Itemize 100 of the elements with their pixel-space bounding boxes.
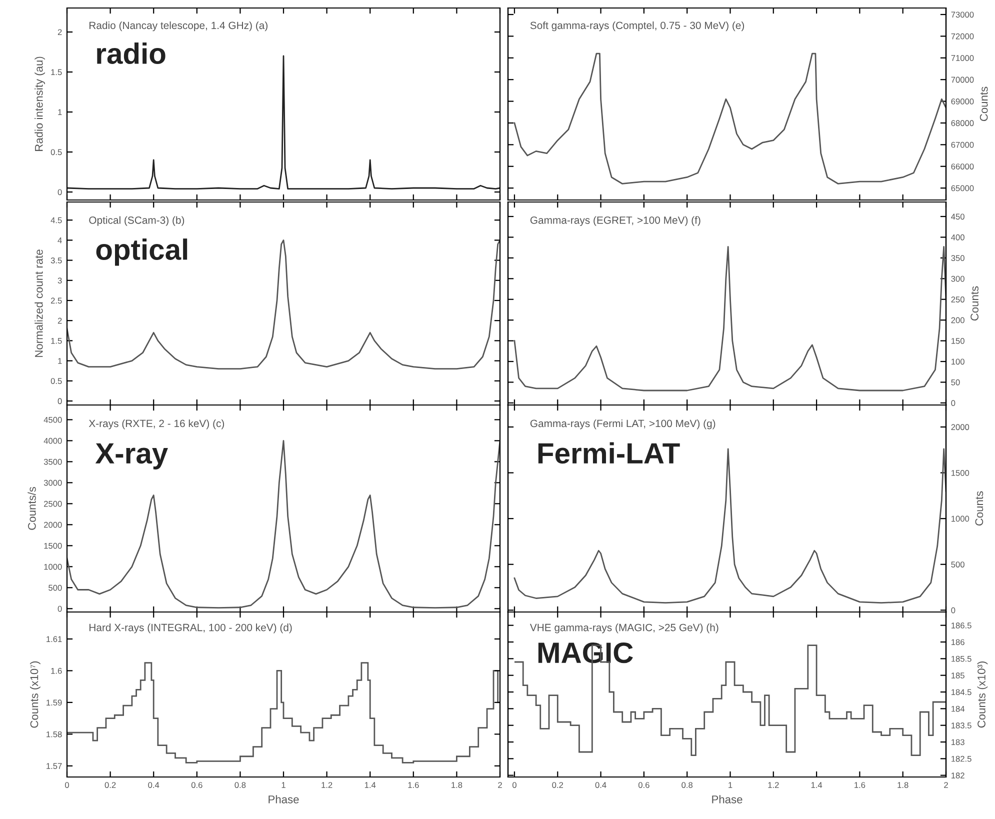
text: Gamma-rays (Fermi LAT, >100 MeV) (g) <box>530 419 716 430</box>
x-tick-label: 0.2 <box>104 782 116 788</box>
text: Gamma-rays (EGRET, >100 MeV) (f) <box>530 216 700 226</box>
y2-tick-label: 1500 <box>951 470 970 476</box>
y2-tick-label: 68000 <box>951 120 974 126</box>
y-tick-label: 4 <box>58 237 62 244</box>
y2-axis-title: Counts (x10³) <box>977 662 988 728</box>
y-tick-label: 2 <box>58 318 62 324</box>
y2-tick-label: 73000 <box>951 12 974 18</box>
y2-tick-label: 200 <box>951 317 964 324</box>
y-tick-label: 0.5 <box>50 378 62 384</box>
y-tick-label: 1.57 <box>46 763 62 769</box>
y2-tick-label: 183.5 <box>951 722 972 728</box>
text: Soft gamma-rays (Comptel, 0.75 - 30 MeV) (e) <box>530 21 744 32</box>
y-tick-label: 1 <box>58 109 62 116</box>
y-axis-title: Counts (x10⁷) <box>30 661 40 728</box>
y-tick-label: 0 <box>58 189 62 196</box>
x-tick-label: 0.6 <box>638 782 650 788</box>
y2-tick-label: 182 <box>951 772 964 778</box>
x-tick-label: 0 <box>65 782 69 788</box>
text: VHE gamma-rays (MAGIC, >25 GeV) (h) <box>530 624 718 634</box>
annotation: radio <box>97 42 166 64</box>
y2-tick-label: 71000 <box>951 55 974 61</box>
y2-tick-label: 2000 <box>951 424 970 430</box>
y-tick-label: 1500 <box>44 542 62 549</box>
x-tick-label: 1.2 <box>322 782 332 788</box>
y2-tick-label: 183 <box>951 739 964 746</box>
y-tick-label: 1.6 <box>51 668 62 674</box>
y-axis-title: Radio intensity (au) <box>34 56 45 151</box>
text: Optical (SCam-3) (b) <box>89 216 184 226</box>
y-tick-label: 4.5 <box>50 217 62 224</box>
y-tick-label: 1 <box>58 358 62 364</box>
y2-tick-label: 182.5 <box>951 756 972 762</box>
x-tick-label: 0.8 <box>234 782 246 788</box>
y-tick-label: 1.5 <box>51 69 62 76</box>
x-tick-label: 1.6 <box>408 782 419 788</box>
x-axis-title: Phase <box>268 795 299 804</box>
y-tick-label: 4000 <box>44 438 62 444</box>
y2-tick-label: 400 <box>951 234 964 240</box>
x-tick-label: 0.6 <box>191 782 202 788</box>
y2-tick-label: 186 <box>951 639 964 646</box>
y-tick-label: 0 <box>58 398 62 404</box>
x-tick-label: 1.6 <box>854 782 866 788</box>
y2-axis-title: Counts <box>980 86 988 122</box>
x-tick-label: 2 <box>944 782 948 788</box>
annotation: X-ray <box>95 443 168 470</box>
text: Radio (Nancay telescope, 1.4 GHz) (a) <box>90 21 268 32</box>
x-tick-label: 0.4 <box>148 782 160 788</box>
y2-tick-label: 185 <box>951 672 964 678</box>
y-tick-label: 4500 <box>44 416 62 423</box>
y2-tick-label: 186.5 <box>951 622 972 628</box>
y2-tick-label: 350 <box>951 255 964 262</box>
x-tick-label: 1.8 <box>898 782 908 788</box>
text: X-rays (RXTE, 2 - 16 keV) (c) <box>88 419 224 430</box>
y-tick-label: 3500 <box>44 458 62 465</box>
y2-tick-label: 66000 <box>951 164 974 170</box>
x-tick-label: 1 <box>728 782 732 788</box>
line-series <box>67 239 500 370</box>
line-series <box>514 246 946 392</box>
y-tick-label: 2.5 <box>50 298 62 304</box>
y-tick-label: 1.59 <box>46 700 62 706</box>
text: Hard X-rays (INTEGRAL, 100 - 200 keV) (d) <box>90 624 292 634</box>
y2-tick-label: 100 <box>951 358 964 365</box>
x-tick-label: 2 <box>498 782 502 788</box>
x-tick-label: 0.2 <box>552 782 563 788</box>
y2-tick-label: 67000 <box>951 142 974 148</box>
y-tick-label: 3000 <box>44 480 62 486</box>
y-tick-label: 2 <box>58 29 62 36</box>
x-tick-label: 1 <box>282 782 286 788</box>
x-tick-label: 0.4 <box>595 782 606 788</box>
y2-tick-label: 50 <box>951 379 960 386</box>
y-axis-title: Counts/s <box>28 486 36 530</box>
x-tick-label: 0 <box>512 782 516 788</box>
y2-tick-label: 65000 <box>951 185 974 192</box>
y2-tick-label: 250 <box>951 296 964 302</box>
y-tick-label: 500 <box>48 584 62 591</box>
y-tick-label: 2500 <box>44 500 62 507</box>
y2-tick-label: 1000 <box>951 516 970 522</box>
y2-axis-title: Counts <box>970 286 978 321</box>
y-tick-label: 1.5 <box>51 338 62 344</box>
y2-tick-label: 150 <box>951 338 964 344</box>
y-tick-label: 0.5 <box>50 149 62 156</box>
annotation: optical <box>96 238 188 266</box>
y2-tick-label: 70000 <box>951 76 974 83</box>
y-tick-label: 3 <box>58 278 62 284</box>
x-tick-label: 1.4 <box>811 782 822 788</box>
y2-tick-label: 184 <box>951 706 965 712</box>
y2-axis-title: Counts <box>975 491 984 526</box>
y-tick-label: 1.61 <box>46 636 62 642</box>
line-series <box>67 440 500 608</box>
line-series <box>514 52 946 184</box>
y2-tick-label: 500 <box>951 562 964 568</box>
y2-tick-label: 0 <box>951 400 956 406</box>
annotation: Fermi-LAT <box>538 442 680 464</box>
y-tick-label: 3.5 <box>50 257 62 264</box>
y2-tick-label: 69000 <box>951 98 974 104</box>
x-tick-label: 1.4 <box>364 782 376 788</box>
x-tick-label: 0.8 <box>682 782 693 788</box>
y-tick-label: 2000 <box>44 522 62 528</box>
y2-tick-label: 450 <box>951 214 964 220</box>
